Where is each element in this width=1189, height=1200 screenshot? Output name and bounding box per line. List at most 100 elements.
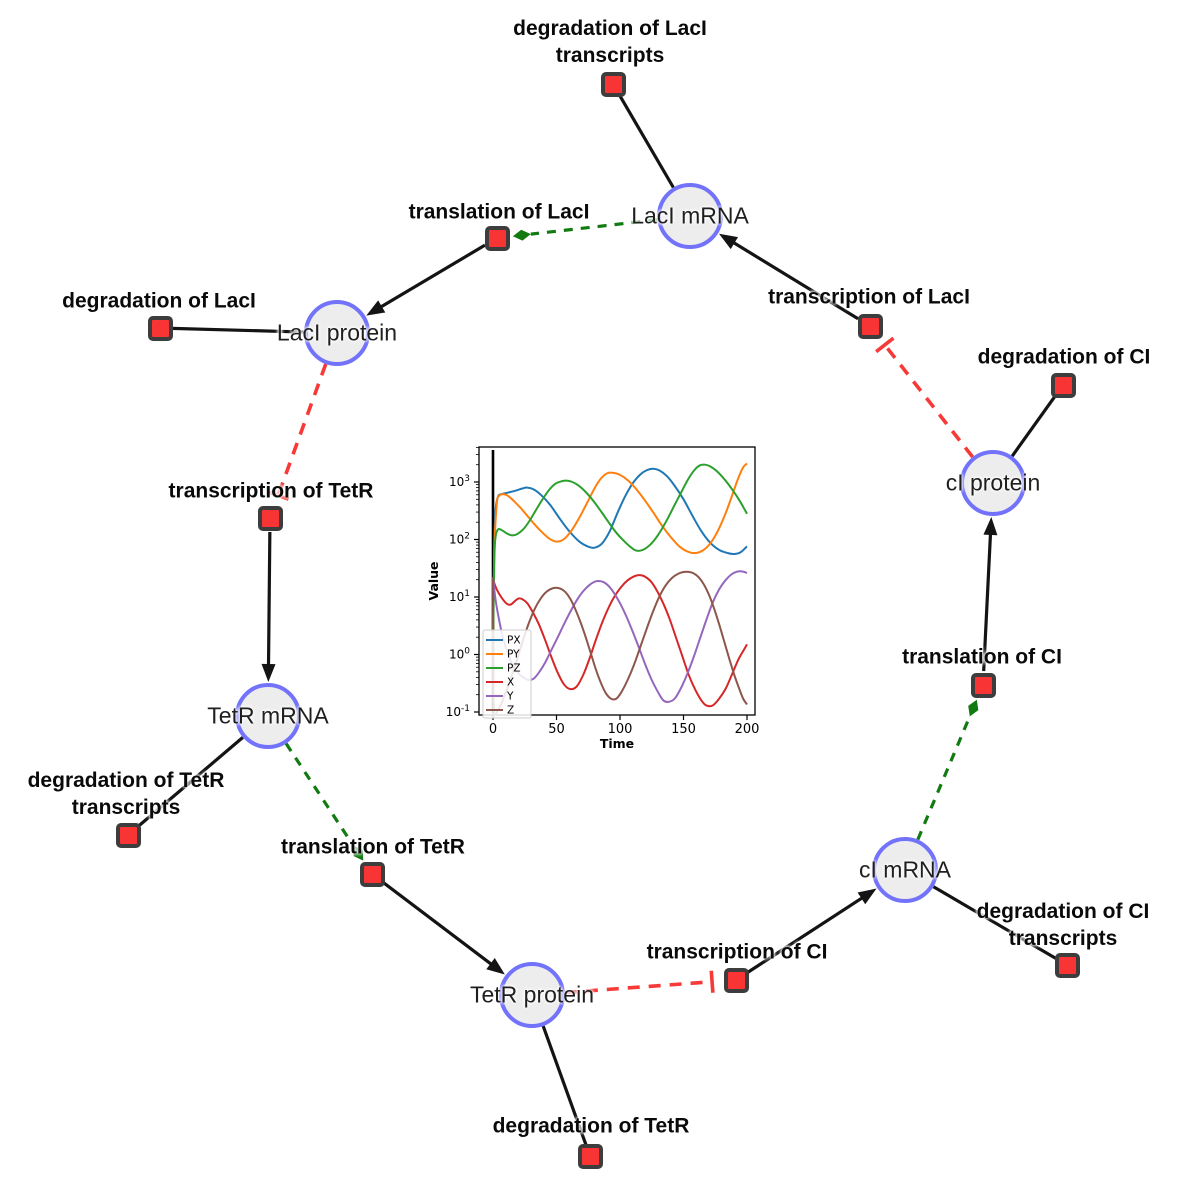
y-tick-label: 103 bbox=[449, 474, 470, 489]
reaction-node-deg_tetR_tx[interactable] bbox=[115, 822, 141, 848]
reaction-label-deg_lacI: degradation of LacI bbox=[62, 288, 256, 315]
edge-production-transcr_cI-cI_mRNA bbox=[746, 894, 866, 974]
reaction-label-line: translation of LacI bbox=[408, 200, 590, 224]
edge-production-transl_tetR-tetR_protein-arrowhead bbox=[486, 958, 505, 975]
reaction-label-line: degradation of LacI bbox=[513, 17, 707, 40]
reaction-node-deg_tetR[interactable] bbox=[577, 1143, 603, 1169]
species-label-lacI_protein: LacI protein bbox=[276, 319, 398, 346]
chart-svg: 10-1 100 101 102 103 0 50 100 150 200 Time Value PX P… bbox=[426, 446, 760, 751]
edge-production-transl_tetR-tetR_protein bbox=[382, 881, 495, 968]
edge-inhibition-tetR_protein-transcr_cI-tbar bbox=[709, 970, 715, 993]
reaction-label-transcr_cI: transcription of CI bbox=[647, 939, 828, 966]
edge-production-transl_lacI-lacI_protein-arrowhead bbox=[366, 300, 386, 316]
series-line-PY bbox=[492, 462, 748, 655]
inset-chart: 10-1 100 101 102 103 0 50 100 150 200 Time Value PX P… bbox=[426, 434, 773, 764]
y-tick-label: 101 bbox=[449, 589, 470, 604]
reaction-label-line: transcription of LacI bbox=[768, 285, 970, 309]
reaction-label-line: degradation of LacI bbox=[62, 289, 256, 313]
legend-label-X: X bbox=[507, 677, 514, 689]
edge-inhibition-lacI_protein-transcr_tetR bbox=[276, 363, 328, 497]
edge-modifier-lacI_mRNA-transl_lacI-diamond bbox=[512, 229, 531, 241]
edge-inhibition-cI_protein-transcr_lacI bbox=[883, 343, 975, 459]
reaction-label-deg_cI: degradation of CI bbox=[978, 344, 1151, 371]
x-tick-label: 200 bbox=[735, 722, 760, 737]
reaction-node-transl_tetR[interactable] bbox=[359, 861, 385, 887]
edge-inhibition-lacI_protein-transcr_tetR-tbar bbox=[267, 489, 290, 501]
species-node-lacI_protein[interactable] bbox=[304, 300, 370, 366]
legend-label-PZ: PZ bbox=[507, 663, 521, 675]
reaction-node-deg_cI_tx[interactable] bbox=[1054, 952, 1080, 978]
edge-production-transcr_lacI-lacI_mRNA-arrowhead bbox=[719, 233, 739, 250]
y-tick-label: 102 bbox=[449, 532, 470, 547]
y-tick-label: 10-1 bbox=[446, 704, 470, 719]
reaction-node-transcr_lacI[interactable] bbox=[857, 313, 883, 339]
edge-modifier-lacI_mRNA-transl_lacI bbox=[530, 218, 658, 236]
reaction-node-deg_lacI[interactable] bbox=[147, 315, 173, 341]
x-axis-label: Time bbox=[600, 736, 634, 751]
reaction-node-deg_lacI_tx[interactable] bbox=[600, 71, 626, 97]
species-node-tetR_mRNA[interactable] bbox=[235, 683, 301, 749]
reaction-label-transl_tetR: translation of TetR bbox=[281, 834, 465, 861]
edge-production-transcr_tetR-tetR_mRNA-arrowhead bbox=[261, 663, 276, 683]
x-tick-label: 0 bbox=[489, 722, 497, 737]
edge-inhibition-tetR_protein-transcr_cI bbox=[564, 979, 713, 995]
x-tick-label: 50 bbox=[548, 722, 565, 737]
reaction-label-line: translation of TetR bbox=[281, 835, 465, 859]
edge-inhibition-cI_protein-transcr_lacI-tbar bbox=[875, 336, 895, 354]
species-label-lacI_mRNA: LacI mRNA bbox=[631, 202, 749, 229]
edge-modifier-cI_mRNA-transl_cI-diamond bbox=[968, 699, 979, 717]
y-tick-label: 100 bbox=[449, 647, 470, 662]
reaction-node-deg_cI[interactable] bbox=[1050, 372, 1076, 398]
edge-consumption-cI_mRNA-deg_cI_tx bbox=[932, 885, 1058, 961]
reaction-label-transl_lacI: translation of LacI bbox=[409, 199, 590, 226]
species-node-cI_mRNA[interactable] bbox=[872, 837, 938, 903]
reaction-node-transcr_cI[interactable] bbox=[723, 967, 749, 993]
reaction-label-line: transcripts bbox=[1008, 927, 1118, 950]
x-tick-label: 150 bbox=[671, 722, 696, 737]
legend-label-Y: Y bbox=[506, 691, 514, 703]
reaction-label-deg_lacI_tx: degradation of LacI transcripts bbox=[513, 15, 707, 69]
edge-consumption-tetR_protein-deg_tetR bbox=[541, 1025, 588, 1146]
reaction-node-transcr_tetR[interactable] bbox=[257, 505, 283, 531]
reaction-label-line: transcription of CI bbox=[646, 940, 828, 964]
legend-label-PX: PX bbox=[507, 635, 521, 647]
edge-modifier-cI_mRNA-transl_cI bbox=[916, 715, 972, 841]
edge-consumption-cI_protein-deg_cI bbox=[1010, 393, 1058, 458]
reaction-node-transl_cI[interactable] bbox=[970, 672, 996, 698]
species-node-lacI_mRNA[interactable] bbox=[657, 183, 723, 249]
reaction-label-deg_tetR: degradation of TetR bbox=[493, 1113, 690, 1140]
reaction-node-transl_lacI[interactable] bbox=[484, 225, 510, 251]
y-axis-label: Value bbox=[428, 561, 441, 600]
reaction-label-deg_tetR_tx: degradation of TetR transcripts bbox=[28, 767, 225, 821]
x-tick-label: 100 bbox=[608, 722, 633, 737]
legend-label-Z: Z bbox=[507, 705, 514, 717]
species-node-tetR_protein[interactable] bbox=[499, 962, 565, 1028]
edge-modifier-tetR_mRNA-transl_tetR bbox=[284, 742, 355, 847]
reaction-label-line: degradation of TetR bbox=[27, 769, 225, 792]
reaction-label-transcr_lacI: transcription of LacI bbox=[768, 284, 970, 311]
reaction-label-deg_cI_tx: degradation of CI transcripts bbox=[977, 898, 1150, 952]
reaction-label-line: degradation of TetR bbox=[492, 1114, 690, 1138]
species-label-cI_protein: cI protein bbox=[945, 469, 1041, 496]
edge-production-transl_cI-cI_protein bbox=[982, 530, 993, 672]
legend-label-PY: PY bbox=[507, 649, 520, 661]
species-label-cI_mRNA: cI mRNA bbox=[859, 856, 951, 883]
series-line-PZ bbox=[492, 463, 748, 655]
edge-production-transl_cI-cI_protein-arrowhead bbox=[983, 516, 998, 536]
edge-consumption-lacI_mRNA-deg_lacI_tx bbox=[617, 93, 675, 189]
reaction-label-line: degradation of CI bbox=[976, 900, 1150, 923]
species-node-cI_protein[interactable] bbox=[960, 450, 1026, 516]
reaction-label-line: translation of CI bbox=[902, 645, 1062, 669]
edge-consumption-lacI_protein-deg_lacI bbox=[171, 326, 305, 334]
reaction-label-line: degradation of CI bbox=[977, 345, 1151, 369]
reaction-label-line: transcripts bbox=[555, 44, 665, 67]
edge-consumption-tetR_mRNA-deg_tetR_tx bbox=[136, 736, 244, 829]
series-line-PX bbox=[492, 467, 748, 638]
species-label-tetR_protein: TetR protein bbox=[469, 981, 595, 1008]
reaction-label-transl_cI: translation of CI bbox=[902, 644, 1062, 671]
edge-production-transcr_cI-cI_mRNA-arrowhead bbox=[857, 888, 877, 905]
species-label-tetR_mRNA: TetR mRNA bbox=[207, 702, 329, 729]
edge-production-transl_lacI-lacI_protein bbox=[377, 243, 486, 310]
